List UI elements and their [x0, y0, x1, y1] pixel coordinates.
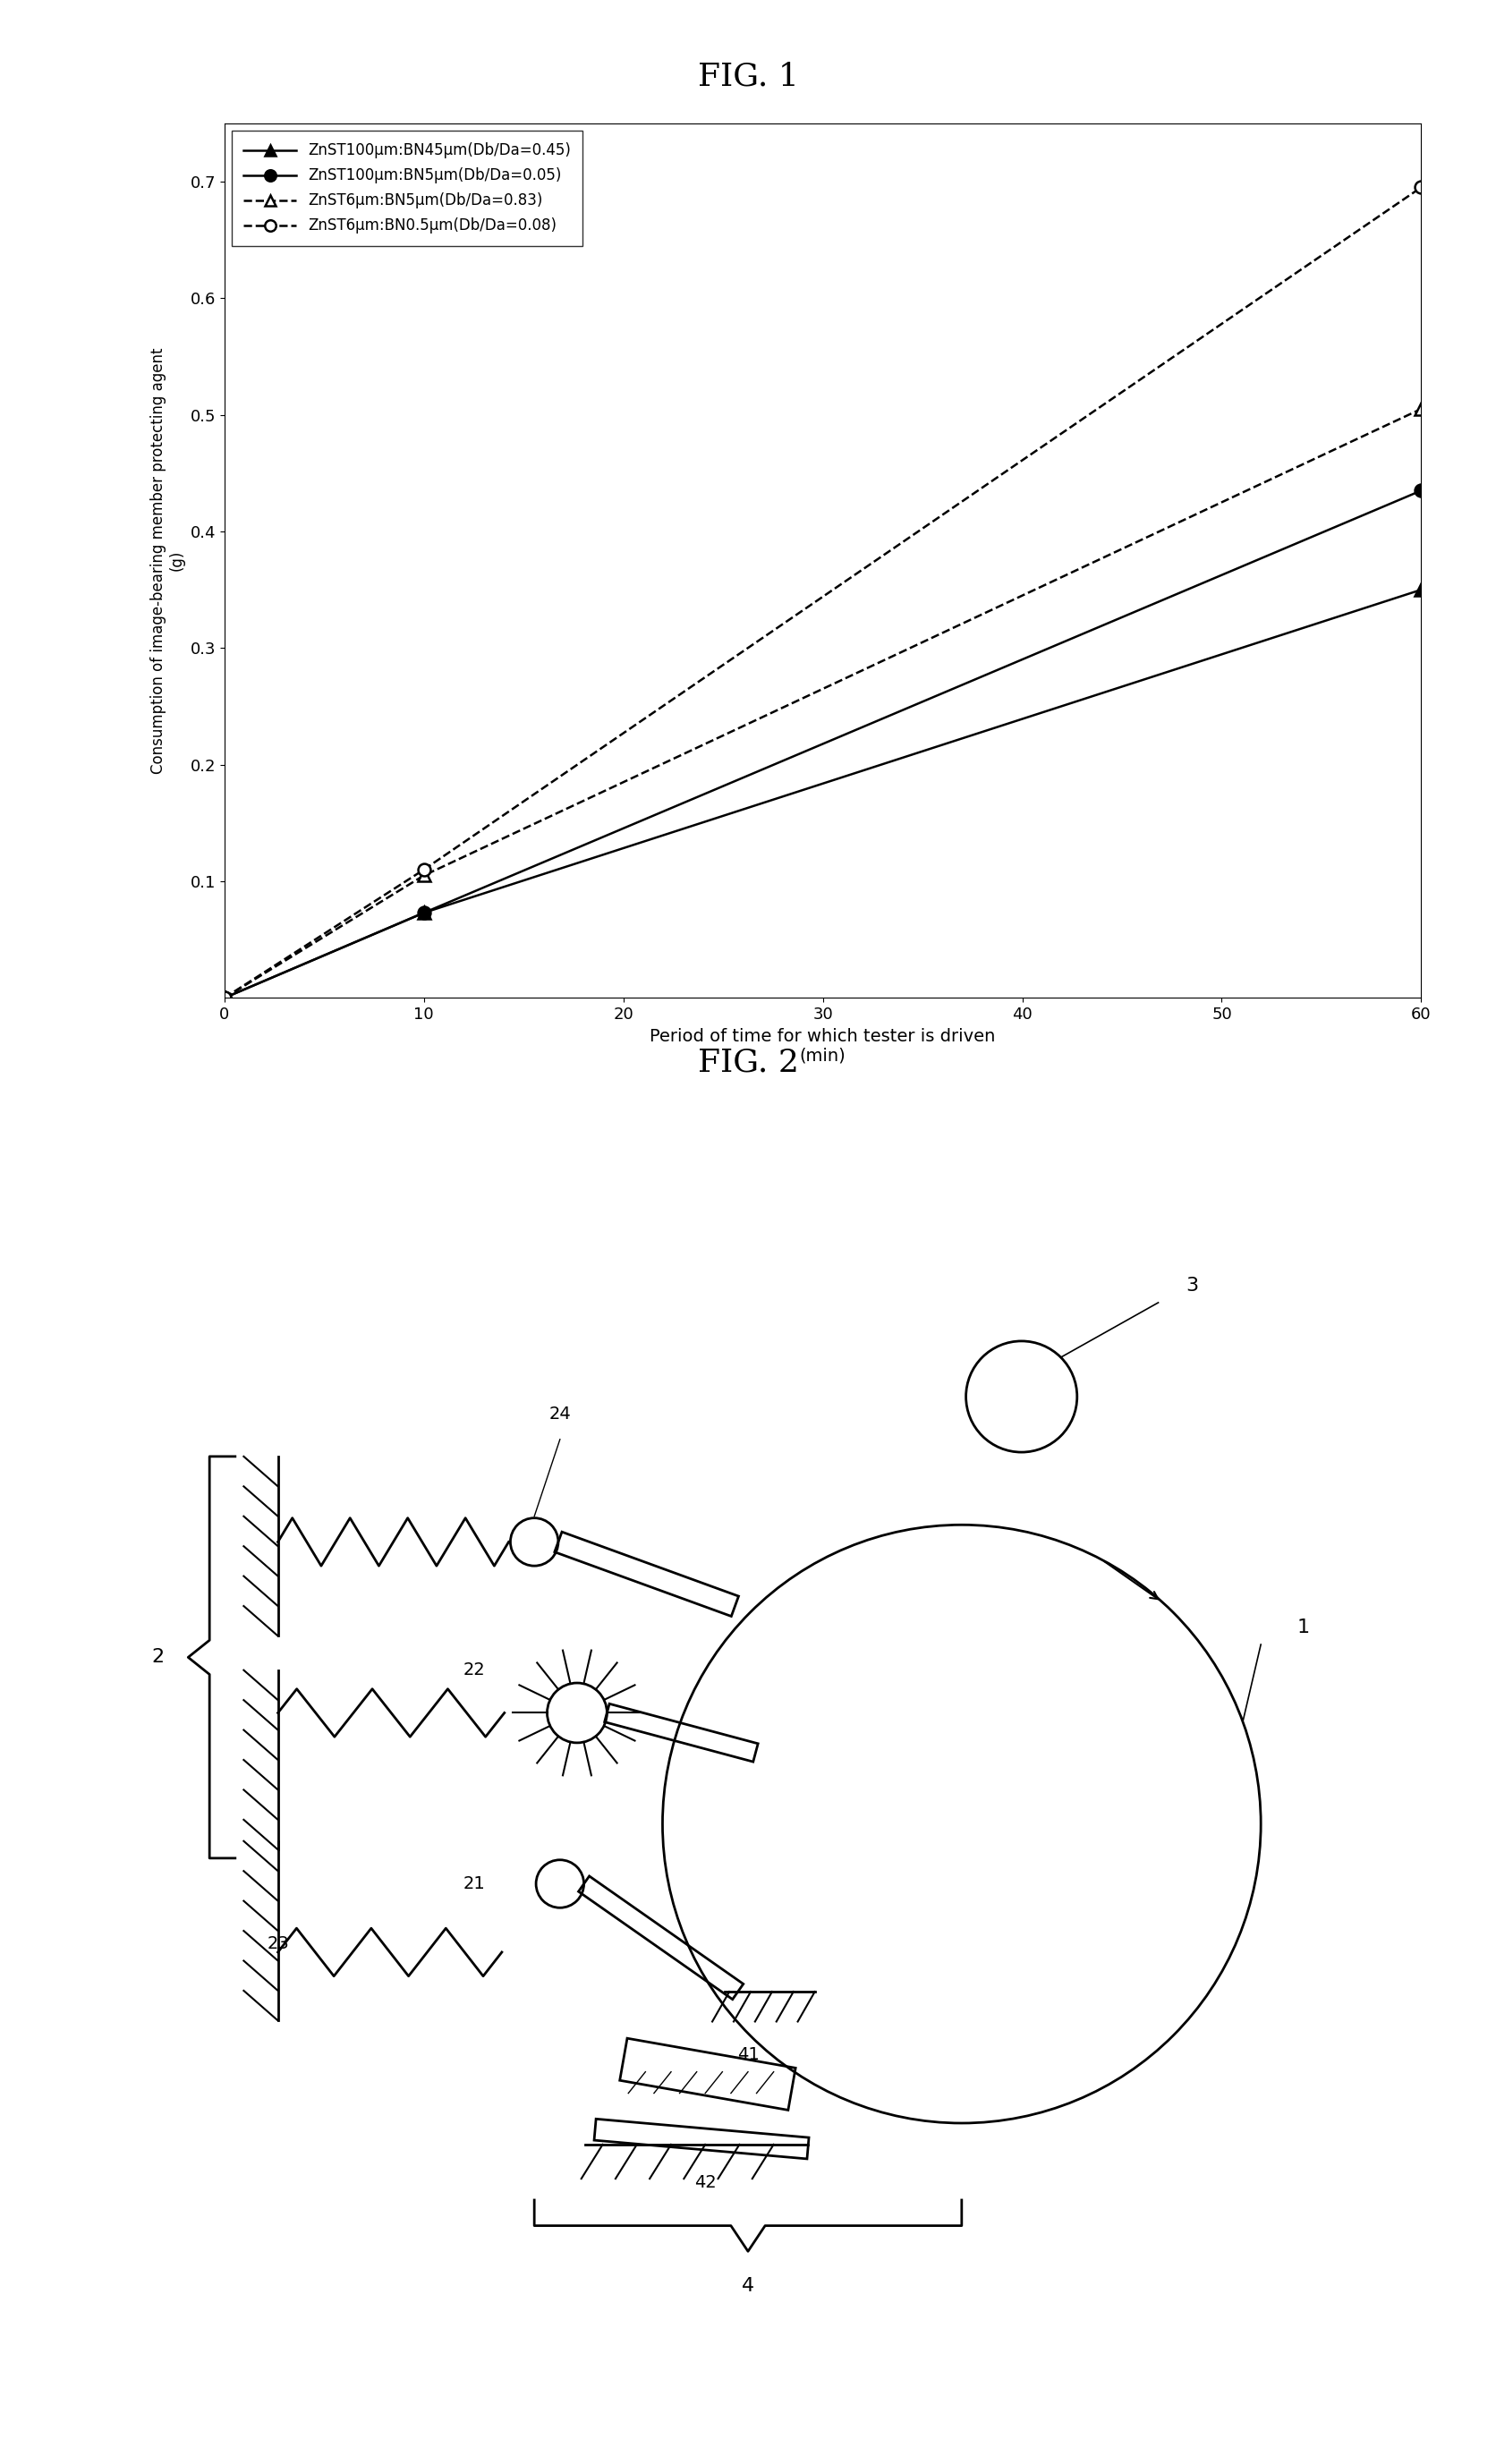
Circle shape — [548, 1683, 607, 1742]
Legend: ZnST100μm:BN45μm(Db/Da=0.45), ZnST100μm:BN5μm(Db/Da=0.05), ZnST6μm:BN5μm(Db/Da=0: ZnST100μm:BN45μm(Db/Da=0.45), ZnST100μm:… — [232, 131, 583, 246]
Text: 1: 1 — [1297, 1619, 1310, 1636]
Text: 21: 21 — [464, 1875, 486, 1892]
Y-axis label: Consumption of image-bearing member protecting agent
(g): Consumption of image-bearing member prot… — [151, 347, 186, 774]
Text: FIG. 1: FIG. 1 — [697, 62, 799, 91]
Text: 4: 4 — [742, 2277, 754, 2294]
Text: 24: 24 — [549, 1404, 571, 1422]
Text: 2: 2 — [153, 1648, 165, 1666]
Text: 41: 41 — [738, 2045, 758, 2062]
Text: 23: 23 — [266, 1934, 289, 1951]
X-axis label: Period of time for which tester is driven
(min): Period of time for which tester is drive… — [649, 1027, 996, 1064]
Circle shape — [536, 1860, 583, 1907]
Text: 22: 22 — [464, 1661, 486, 1678]
Text: 42: 42 — [694, 2173, 717, 2190]
Text: FIG. 2: FIG. 2 — [697, 1047, 799, 1077]
Text: 3: 3 — [1186, 1276, 1198, 1294]
